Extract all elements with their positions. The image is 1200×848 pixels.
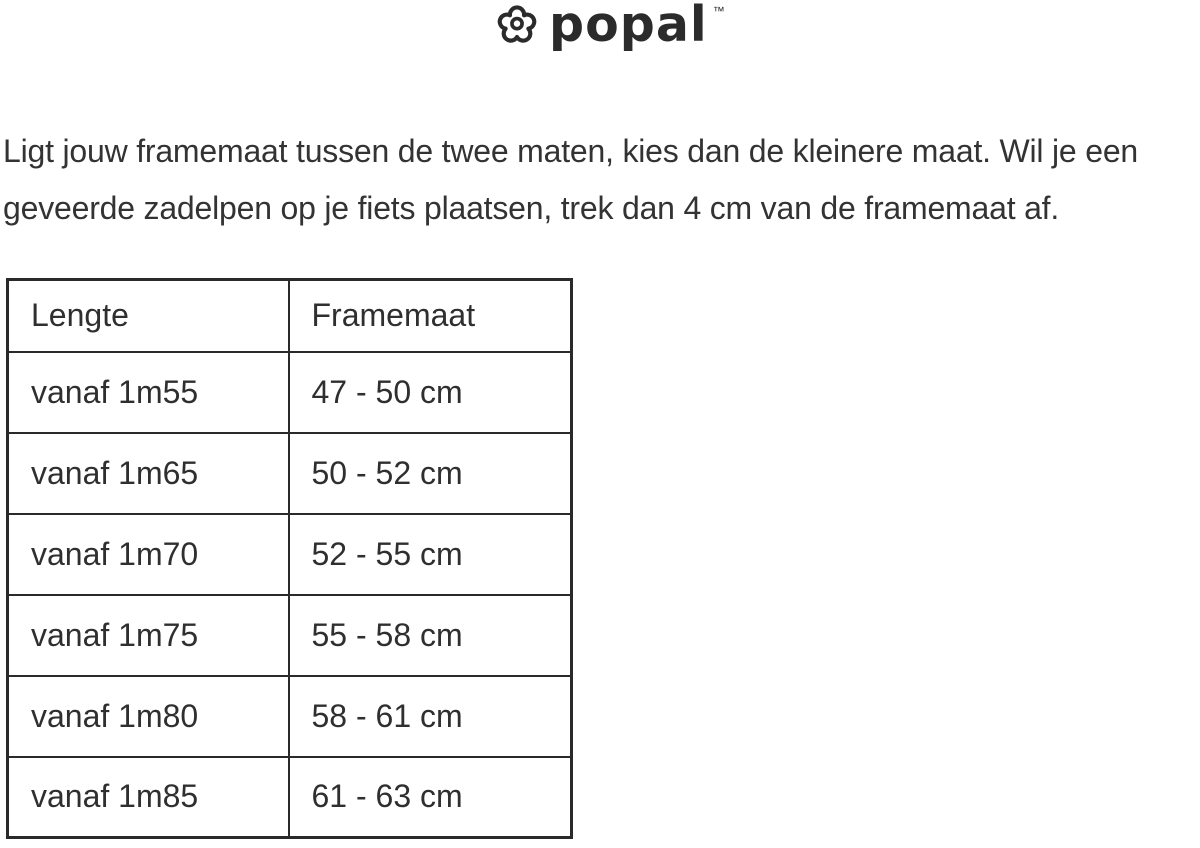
framemaat-cell: 47 - 50 cm [287,350,573,434]
table-row: vanaf 1m65 50 - 52 cm [6,431,573,515]
popal-flower-icon [494,2,540,48]
lengte-cell: vanaf 1m55 [6,350,290,434]
table-row: vanaf 1m70 52 - 55 cm [6,512,573,596]
table-header-row: Lengte Framemaat [6,278,573,353]
frame-size-intro: Ligt jouw framemaat tussen de twee maten… [3,123,1200,237]
column-header-lengte: Lengte [6,278,290,353]
framemaat-cell: 55 - 58 cm [287,593,573,677]
table-row: vanaf 1m80 58 - 61 cm [6,674,573,758]
brand-logo: popal ™ [494,0,725,53]
framemaat-cell: 52 - 55 cm [287,512,573,596]
lengte-cell: vanaf 1m80 [6,674,290,758]
table-body: vanaf 1m55 47 - 50 cm vanaf 1m65 50 - 52… [6,350,573,839]
table-row: vanaf 1m85 61 - 63 cm [6,755,573,839]
lengte-cell: vanaf 1m75 [6,593,290,677]
column-header-framemaat: Framemaat [287,278,573,353]
table-header: Lengte Framemaat [6,278,573,353]
table-row: vanaf 1m55 47 - 50 cm [6,350,573,434]
brand-name: popal [549,0,708,53]
lengte-cell: vanaf 1m65 [6,431,290,515]
frame-size-table: Lengte Framemaat vanaf 1m55 47 - 50 cm v… [6,278,573,839]
intro-line-1: Ligt jouw framemaat tussen de twee maten… [3,133,1139,169]
framemaat-cell: 61 - 63 cm [287,755,573,839]
framemaat-cell: 58 - 61 cm [287,674,573,758]
intro-line-2: geveerde zadelpen op je fiets plaatsen, … [3,190,1060,226]
framemaat-cell: 50 - 52 cm [287,431,573,515]
lengte-cell: vanaf 1m85 [6,755,290,839]
table-row: vanaf 1m75 55 - 58 cm [6,593,573,677]
trademark-symbol: ™ [712,4,725,18]
lengte-cell: vanaf 1m70 [6,512,290,596]
